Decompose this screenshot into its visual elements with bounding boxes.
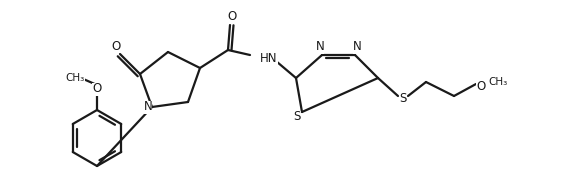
Text: CH₃: CH₃	[488, 77, 507, 87]
Text: O: O	[111, 40, 121, 52]
Text: N: N	[144, 100, 152, 113]
Text: N: N	[316, 41, 324, 54]
Text: CH₃: CH₃	[65, 73, 85, 83]
Text: O: O	[477, 79, 486, 93]
Text: O: O	[92, 83, 102, 95]
Text: S: S	[400, 92, 407, 104]
Text: O: O	[228, 11, 237, 23]
Text: S: S	[293, 111, 301, 123]
Text: N: N	[352, 41, 361, 54]
Text: HN: HN	[260, 51, 278, 65]
